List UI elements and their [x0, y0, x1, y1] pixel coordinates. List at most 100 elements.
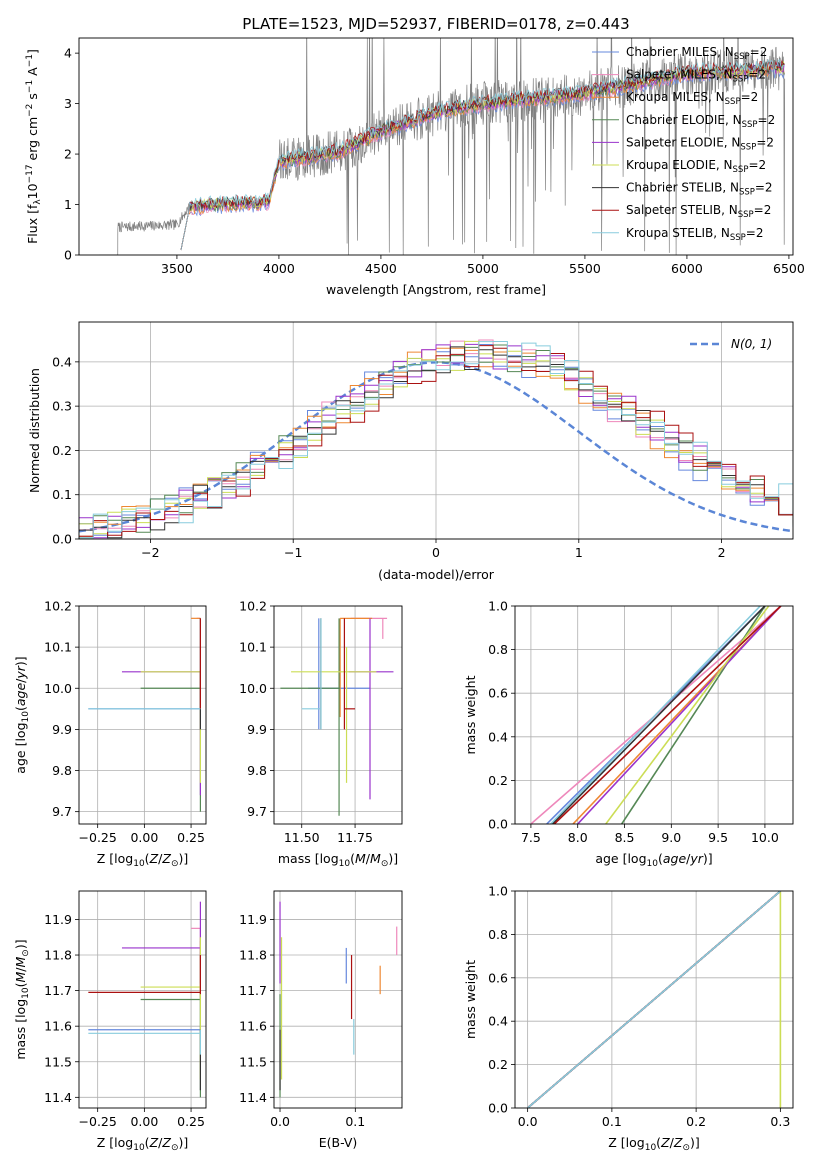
label-part: age [log — [13, 722, 28, 773]
y-tick-label: 11.6 — [239, 1019, 267, 1034]
ticks: 3500 4000 4500 5000 5500 6000 6500 0 1 2 3 4 — [64, 46, 805, 276]
label-part: ⊙ — [21, 949, 31, 957]
legend-entry: Chabrier ELODIE, NSSP=2 — [626, 113, 775, 130]
x-tick-label: 0.25 — [177, 830, 205, 845]
label-part: −1 — [25, 80, 35, 93]
panel-age-vs-mass: 11.50 11.75 9.7 9.8 9.9 10.0 10.1 10.2 mass [log… — [239, 599, 403, 869]
panel-mass-vs-EBV: 0.0 0.1 11.4 11.5 11.6 11.7 11.8 11.9 E(B-V) — [239, 890, 403, 1150]
y-tick-label: 11.7 — [44, 983, 72, 998]
y-tick-label: 11.4 — [44, 1090, 72, 1105]
y-tick-label: 11.4 — [239, 1090, 267, 1105]
x-tick-label: 0.25 — [177, 1114, 205, 1129]
label-part: age [log — [595, 851, 646, 866]
label-part: Z [log — [97, 1135, 133, 1150]
mass-weight-line — [551, 606, 766, 824]
legend-sub: SSP — [740, 142, 756, 152]
legend-name: Kroupa ELODIE, N — [626, 158, 733, 172]
mass-weight-line — [550, 606, 761, 824]
y-tick-label: 0.3 — [52, 399, 72, 414]
y-axis-label: Flux [fλ10−17 erg cm−2 s−1 A−1] — [25, 49, 43, 244]
label-part: M — [355, 851, 366, 866]
y-tick-label: 11.5 — [239, 1054, 267, 1069]
y-tick-label: 9.9 — [247, 722, 267, 737]
x-tick-label: 5500 — [569, 261, 601, 276]
label-part: mass weight — [463, 675, 478, 754]
legend-tail: =2 — [756, 135, 774, 149]
y-tick-label: 11.5 — [44, 1054, 72, 1069]
x-tick-label: 0.1 — [345, 1114, 365, 1129]
label-part: ] — [25, 49, 40, 54]
plot-area — [527, 891, 782, 1108]
y-tick-label: 9.8 — [52, 763, 72, 778]
x-tick-label: 0.3 — [770, 1114, 790, 1129]
legend-name: N(0, 1) — [731, 337, 772, 351]
figure-title: PLATE=1523, MJD=52937, FIBERID=0178, z=0… — [242, 15, 629, 33]
residual-legend: N(0, 1) — [690, 337, 772, 351]
label-part: ( — [13, 983, 28, 988]
y-tick-label: 0.6 — [488, 686, 508, 701]
y-tick-label: 11.8 — [239, 948, 267, 963]
y-axis-label: age [log10(age/yr)] — [13, 656, 31, 773]
x-tick-label: −0.25 — [79, 1114, 117, 1129]
label-part: )] — [703, 851, 713, 866]
x-tick-label: −1 — [284, 545, 302, 560]
label-part: )] — [13, 656, 28, 666]
x-tick-label: 6500 — [773, 261, 805, 276]
label-part: )] — [178, 851, 188, 866]
label-part: −2 — [25, 104, 35, 117]
label-part: yr — [689, 851, 703, 866]
y-tick-label: 0.8 — [488, 927, 508, 942]
y-axis-label: Normed distribution — [27, 368, 42, 493]
label-part: )] — [690, 1135, 700, 1150]
label-part: yr — [13, 665, 28, 679]
y-tick-label: 1 — [64, 197, 72, 212]
x-axis-label: E(B-V) — [319, 1135, 358, 1150]
y-tick-label: 0.0 — [488, 1101, 508, 1116]
label-part: Z — [149, 1135, 159, 1150]
ticks: 11.50 11.75 9.7 9.8 9.9 10.0 10.1 10.2 — [239, 599, 373, 846]
label-part: / — [686, 851, 691, 866]
legend-entry: Chabrier STELIB, NSSP=2 — [626, 181, 773, 198]
legend-sub: SSP — [738, 210, 754, 220]
plot-area — [88, 617, 201, 812]
panel-age-mass-weight: 7.5 8.0 8.5 9.0 9.5 10.0 0.0 0.2 0.4 0.6 0.8 1.0 age… — [463, 599, 794, 869]
plot-area — [279, 901, 398, 1098]
label-part: age — [663, 851, 687, 866]
y-tick-label: 0.6 — [488, 970, 508, 985]
y-tick-label: 9.7 — [52, 804, 72, 819]
legend-sub: SSP — [725, 97, 741, 107]
label-part: E(B-V) — [319, 1135, 358, 1150]
label-part: 10 — [645, 1143, 657, 1153]
label-part: age — [13, 683, 28, 707]
y-tick-label: 1.0 — [488, 884, 508, 899]
legend-tail: =2 — [741, 90, 759, 104]
legend-tail: =2 — [746, 226, 764, 240]
y-tick-label: 11.8 — [44, 948, 72, 963]
x-tick-label: 6000 — [671, 261, 703, 276]
y-tick-label: 11.9 — [44, 912, 72, 927]
label-part: M — [13, 972, 28, 983]
y-axis-label: mass weight — [463, 960, 478, 1039]
y-tick-label: 0.0 — [488, 817, 508, 832]
y-tick-label: 1.0 — [488, 599, 508, 614]
panel-Z-mass-weight: 0.0 0.1 0.2 0.30.00.20.40.60.81.0Z [log10(Z… — [463, 884, 794, 1153]
label-part: / — [366, 851, 371, 866]
label-part: Normed distribution — [27, 368, 42, 493]
ticks: −0.25 0.00 0.25 9.7 9.8 9.9 10.0 10.1 10.2 — [44, 599, 205, 846]
x-tick-label: 11.75 — [337, 830, 373, 845]
label-part: A — [25, 67, 40, 80]
y-tick-label: 10.2 — [239, 599, 267, 614]
legend-entry: Salpeter STELIB, NSSP=2 — [626, 203, 771, 220]
x-tick-label: 9.5 — [708, 830, 728, 845]
legend-entry: Kroupa MILES, NSSP=2 — [626, 90, 758, 107]
model-spectrum-line — [180, 59, 785, 251]
label-part: s — [25, 93, 40, 104]
x-tick-label: 11.50 — [284, 830, 320, 845]
legend-sub: SSP — [730, 233, 746, 243]
ticks: −0.25 0.00 0.25 11.4 11.5 11.6 11.7 11.8 11.9 — [44, 912, 205, 1129]
y-tick-label: 11.9 — [239, 912, 267, 927]
y-tick-label: 9.9 — [52, 722, 72, 737]
label-part: 10 — [21, 711, 31, 723]
label-part: (data-model)/error — [378, 567, 495, 582]
x-tick-label: 4500 — [365, 261, 397, 276]
